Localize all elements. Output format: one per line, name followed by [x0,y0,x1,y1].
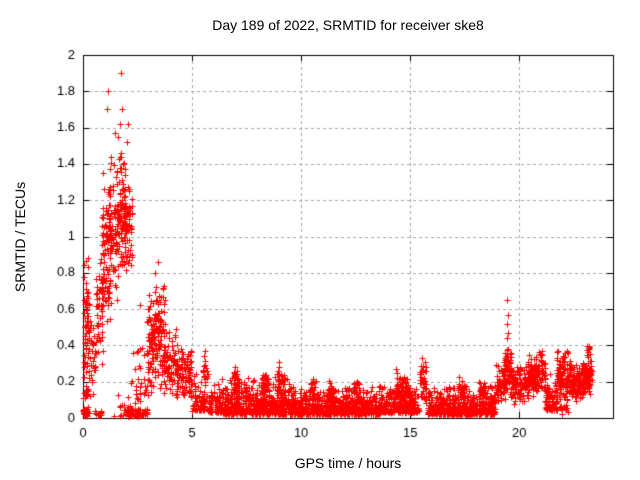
chart-title: Day 189 of 2022, SRMTID for receiver ske… [212,17,484,33]
y-axis-label: SRMTID / TECUs [12,181,28,293]
x-axis-label: GPS time / hours [294,455,402,471]
